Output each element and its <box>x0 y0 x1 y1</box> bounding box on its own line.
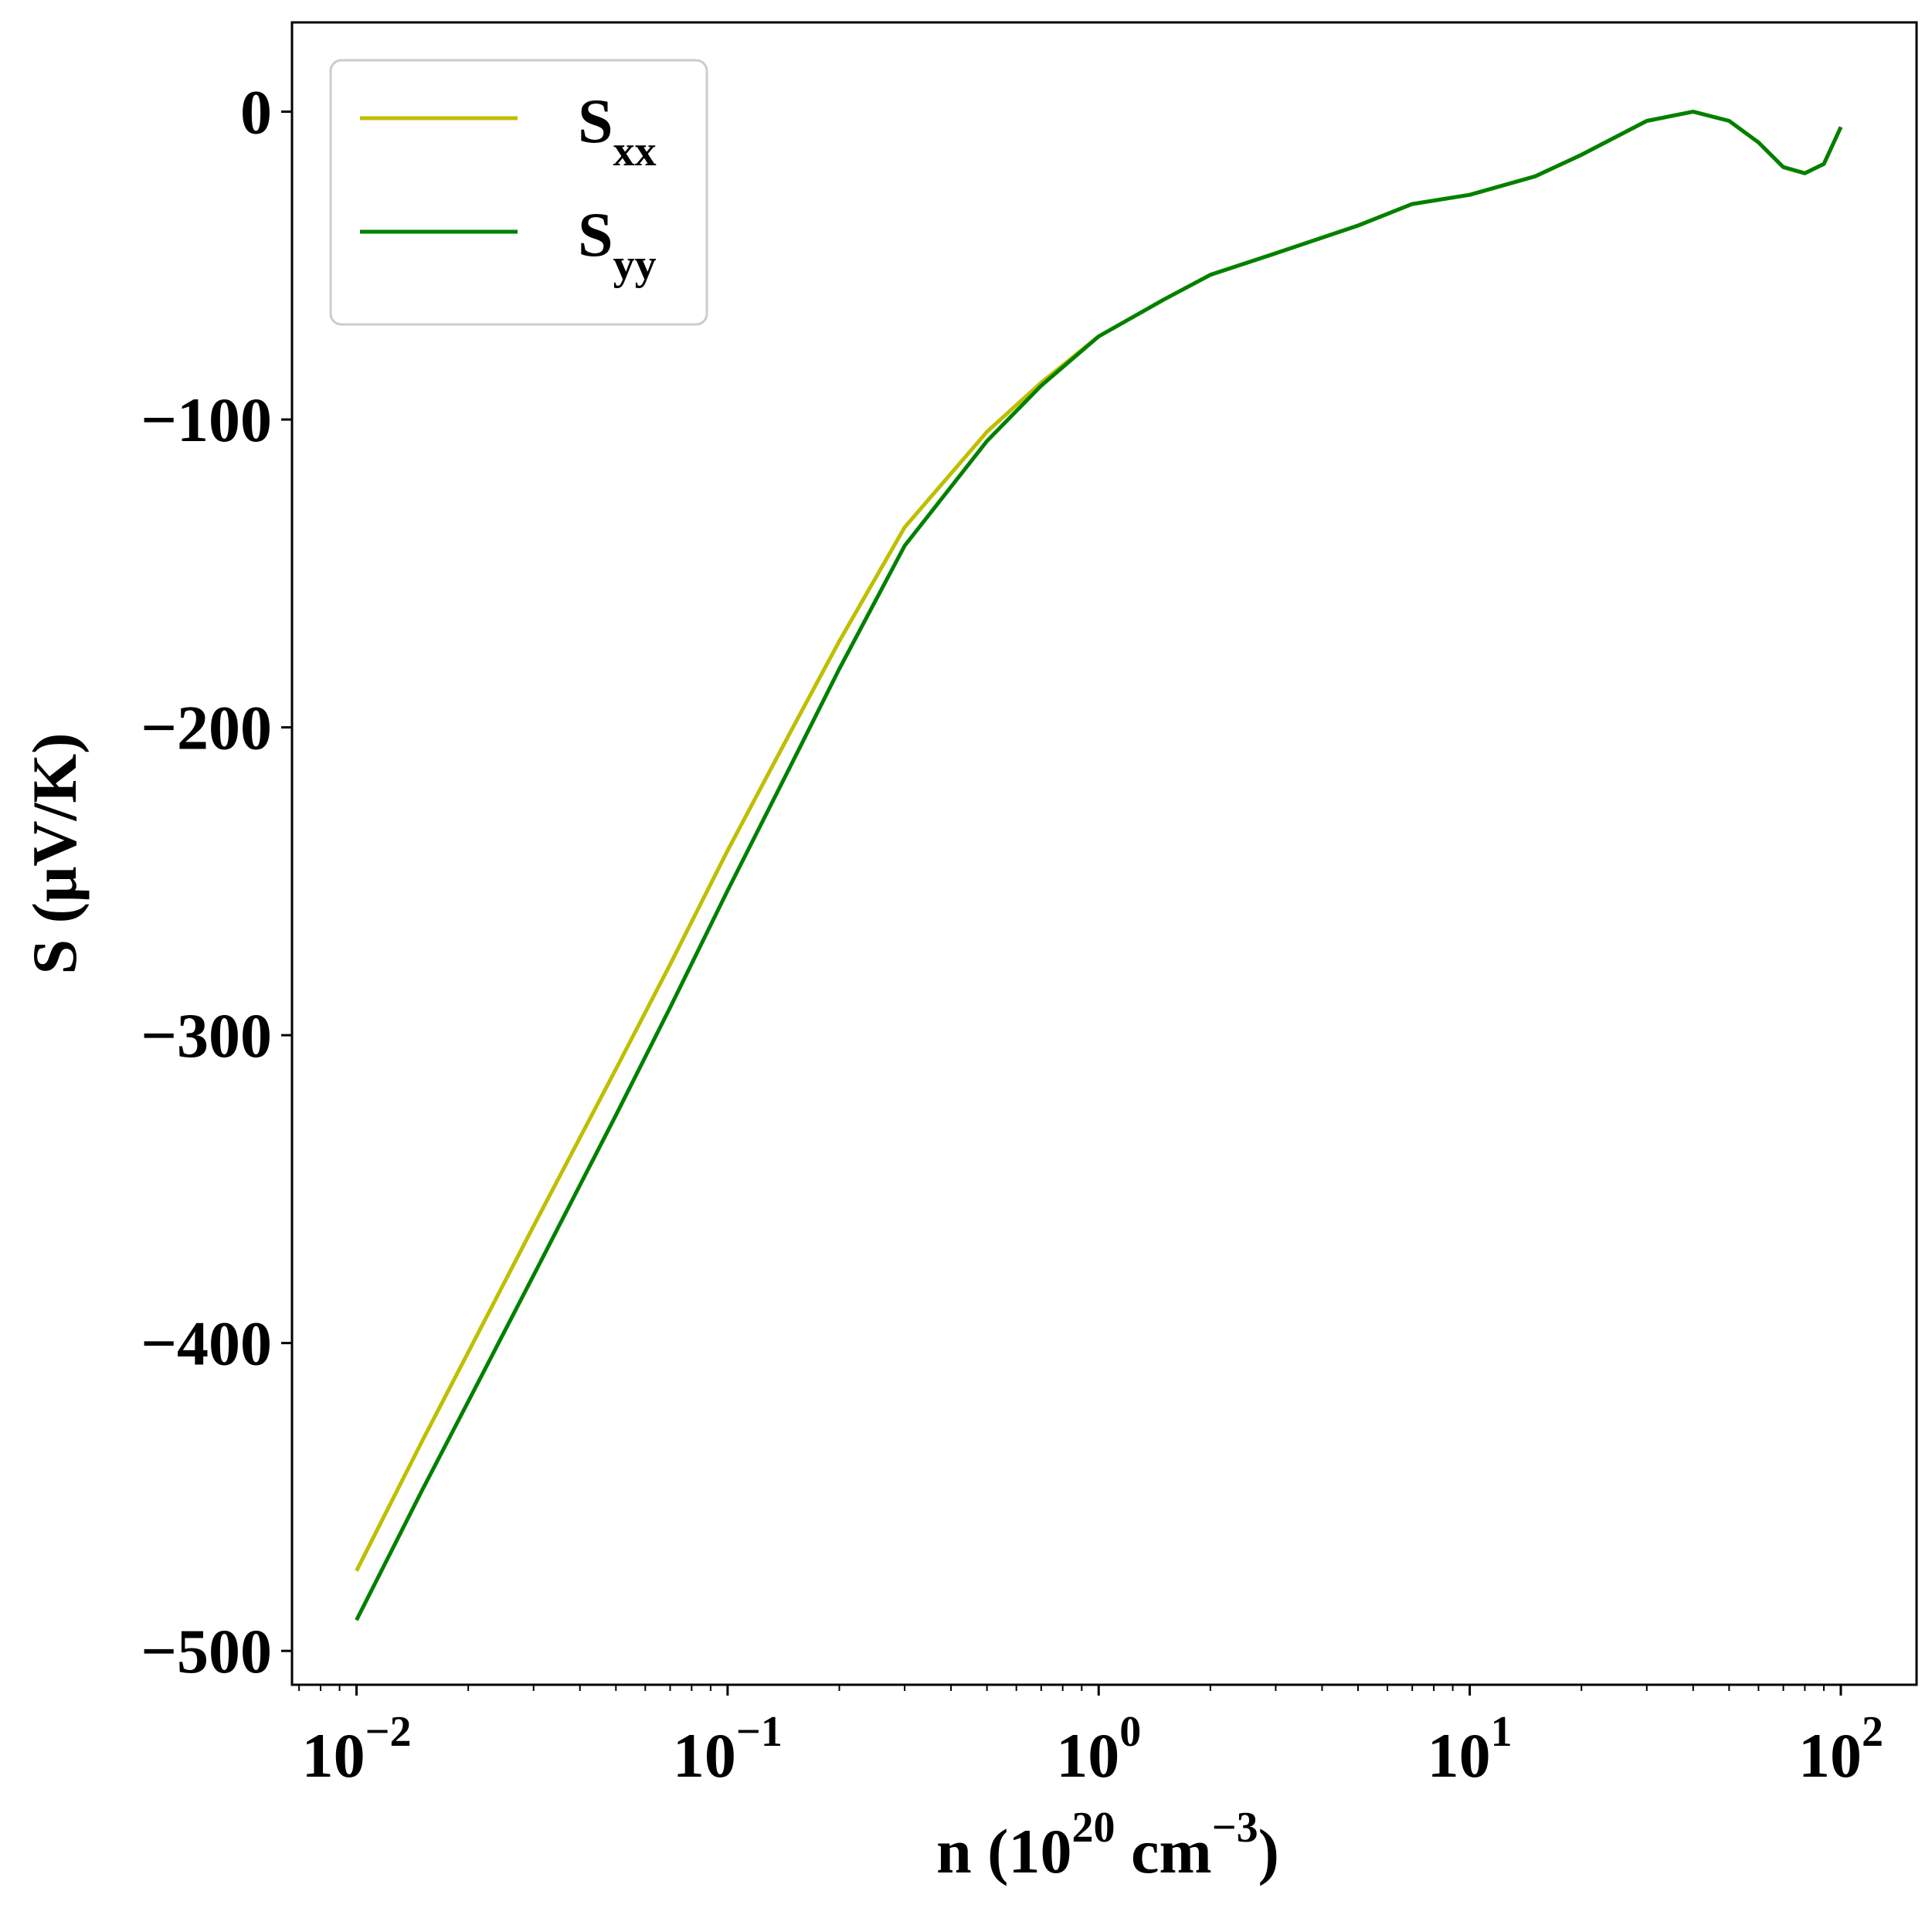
legend-label-sxx: Sxx <box>578 86 657 175</box>
x-tick-label: 101 <box>1428 1708 1513 1791</box>
y-tick-label: −400 <box>141 1309 272 1379</box>
legend: Sxx Syy <box>329 59 708 326</box>
labels-layer: S (μV/K) n (1020 cm−3) <box>19 733 1279 1887</box>
x-axis-label-exp2: −3 <box>1212 1804 1258 1852</box>
series-line-Syy <box>355 110 1843 1621</box>
y-axis-label: S (μV/K) <box>19 733 90 975</box>
x-tick-label: 100 <box>1056 1708 1141 1791</box>
legend-label-syy-sub: yy <box>613 241 657 289</box>
x-tick-label: 10−1 <box>673 1708 783 1791</box>
x-tick-label: 10−2 <box>302 1708 412 1791</box>
legend-label-syy: Syy <box>578 199 657 289</box>
y-tick-label: 0 <box>240 77 272 148</box>
x-tick-label: 102 <box>1798 1708 1883 1791</box>
legend-label-sxx-main: S <box>578 86 613 156</box>
y-tick-label: −200 <box>141 693 272 763</box>
x-axis-label-base: n (10 <box>936 1816 1071 1886</box>
y-tick-label: −500 <box>141 1616 272 1686</box>
x-axis-label: n (1020 cm−3) <box>936 1804 1279 1886</box>
y-tick-label: −300 <box>141 1000 272 1071</box>
plot-frame <box>290 21 1918 1686</box>
legend-label-syy-main: S <box>578 199 613 270</box>
x-axis-label-mid: cm <box>1115 1816 1211 1886</box>
legend-box <box>329 59 708 326</box>
y-tick-label: −100 <box>141 385 272 455</box>
x-axis-label-tail: ) <box>1258 1816 1279 1886</box>
ticks-layer: 0 −100 −200 −300 −400 −500 10−2 10−1 100 101 102 <box>141 77 1883 1791</box>
series-layer <box>355 110 1843 1621</box>
x-axis-label-exp1: 20 <box>1071 1804 1115 1852</box>
legend-label-sxx-sub: xx <box>613 127 657 175</box>
